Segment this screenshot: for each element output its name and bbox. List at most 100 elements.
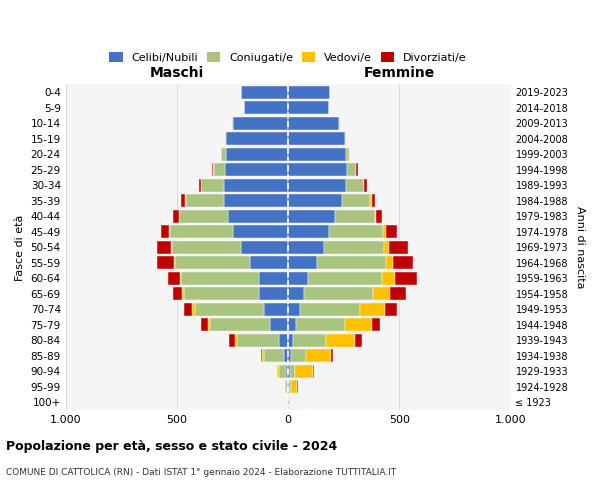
Bar	[331, 350, 333, 362]
Bar	[395, 272, 417, 285]
Bar	[175, 256, 250, 270]
Bar	[288, 272, 308, 285]
Bar	[184, 287, 259, 300]
Bar	[277, 365, 278, 378]
Y-axis label: Fasce di età: Fasce di età	[15, 214, 25, 280]
Bar	[296, 318, 345, 332]
Bar	[182, 287, 184, 300]
Bar	[295, 365, 313, 378]
Bar	[370, 194, 371, 207]
Bar	[288, 240, 324, 254]
Bar	[288, 334, 293, 347]
Bar	[287, 380, 288, 394]
Bar	[288, 350, 291, 362]
Bar	[288, 163, 347, 176]
Bar	[279, 334, 288, 347]
Bar	[289, 380, 291, 394]
Bar	[383, 225, 386, 238]
Bar	[224, 178, 288, 192]
Bar	[288, 365, 290, 378]
Y-axis label: Anni di nascita: Anni di nascita	[575, 206, 585, 288]
Bar	[288, 256, 317, 270]
Text: COMUNE DI CATTOLICA (RN) - Dati ISTAT 1° gennaio 2024 - Elaborazione TUTTITALIA.: COMUNE DI CATTOLICA (RN) - Dati ISTAT 1°…	[6, 468, 396, 477]
Bar	[335, 210, 375, 223]
Bar	[170, 225, 233, 238]
Bar	[284, 350, 288, 362]
Bar	[157, 240, 172, 254]
Bar	[345, 318, 371, 332]
Bar	[169, 225, 170, 238]
Bar	[326, 334, 355, 347]
Bar	[173, 287, 182, 300]
Bar	[286, 365, 288, 378]
Bar	[244, 101, 288, 114]
Bar	[262, 350, 264, 362]
Bar	[278, 365, 286, 378]
Bar	[288, 178, 346, 192]
Bar	[291, 350, 307, 362]
Bar	[226, 132, 288, 145]
Bar	[289, 396, 290, 409]
Bar	[202, 178, 224, 192]
Bar	[347, 163, 356, 176]
Bar	[199, 178, 201, 192]
Bar	[288, 86, 331, 99]
Bar	[180, 272, 181, 285]
Bar	[324, 240, 384, 254]
Bar	[193, 303, 194, 316]
Bar	[308, 272, 382, 285]
Bar	[317, 256, 386, 270]
Bar	[241, 240, 288, 254]
Bar	[389, 240, 408, 254]
Bar	[233, 116, 288, 130]
Bar	[214, 163, 225, 176]
Bar	[224, 194, 288, 207]
Bar	[371, 318, 380, 332]
Bar	[288, 380, 289, 394]
Bar	[259, 287, 288, 300]
Bar	[290, 365, 295, 378]
Bar	[386, 256, 392, 270]
Bar	[307, 350, 331, 362]
Bar	[361, 303, 385, 316]
Text: Femmine: Femmine	[364, 66, 435, 80]
Bar	[341, 194, 370, 207]
Bar	[375, 210, 376, 223]
Bar	[313, 365, 314, 378]
Bar	[304, 287, 373, 300]
Text: Popolazione per età, sesso e stato civile - 2024: Popolazione per età, sesso e stato civil…	[6, 440, 337, 453]
Bar	[168, 272, 180, 285]
Bar	[229, 334, 235, 347]
Bar	[288, 194, 341, 207]
Bar	[386, 225, 397, 238]
Bar	[288, 225, 329, 238]
Bar	[173, 210, 179, 223]
Bar	[288, 318, 296, 332]
Bar	[384, 240, 389, 254]
Bar	[345, 132, 346, 145]
Bar	[221, 148, 226, 161]
Bar	[346, 148, 349, 161]
Bar	[202, 318, 208, 332]
Bar	[181, 272, 259, 285]
Bar	[288, 210, 335, 223]
Bar	[356, 163, 358, 176]
Bar	[194, 303, 263, 316]
Bar	[376, 210, 382, 223]
Bar	[355, 334, 362, 347]
Bar	[263, 303, 288, 316]
Bar	[225, 132, 226, 145]
Bar	[288, 132, 345, 145]
Bar	[172, 240, 241, 254]
Bar	[382, 272, 395, 285]
Bar	[241, 86, 288, 99]
Bar	[212, 163, 213, 176]
Bar	[237, 334, 279, 347]
Bar	[329, 225, 383, 238]
Text: Maschi: Maschi	[150, 66, 204, 80]
Bar	[235, 334, 237, 347]
Bar	[259, 272, 288, 285]
Bar	[225, 163, 288, 176]
Bar	[364, 178, 367, 192]
Bar	[288, 303, 301, 316]
